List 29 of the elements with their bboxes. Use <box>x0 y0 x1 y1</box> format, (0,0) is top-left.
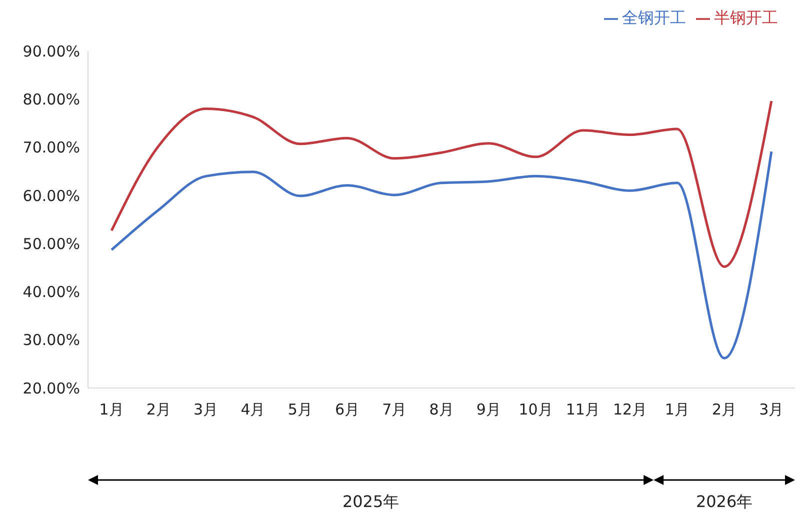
x-tick-label: 10月 <box>518 400 553 419</box>
x-tick-label: 11月 <box>566 400 600 419</box>
y-tick-label: 50.00% <box>22 234 80 253</box>
text: 2026年 <box>696 492 753 511</box>
x-tick-label: 12月 <box>612 400 648 419</box>
y-tick-label: 70.00% <box>22 138 80 157</box>
x-tick-label: 3月 <box>194 400 218 419</box>
x-tick-label: 2月 <box>712 400 737 419</box>
x-tick-label: 5月 <box>288 400 312 419</box>
legend-label: 半钢开工 <box>714 8 778 27</box>
x-tick-label: 8月 <box>429 400 454 419</box>
y-tick-label: 40.00% <box>22 283 80 302</box>
line-series <box>110 150 773 360</box>
y-tick-label: 80.00% <box>22 90 80 108</box>
x-tick-label: 4月 <box>240 400 266 419</box>
legend-label: 全钢开工 <box>622 8 686 27</box>
y-tick-label: 90.00% <box>22 42 80 60</box>
y-tick-label: 60.00% <box>22 186 80 205</box>
x-tick-label: 1月 <box>664 400 690 419</box>
x-tick-label: 3月 <box>759 400 784 419</box>
x-tick-label: 1月 <box>99 400 124 419</box>
x-tick-label: 9月 <box>476 400 501 419</box>
line-series <box>110 100 773 268</box>
x-tick-label: 6月 <box>334 400 360 419</box>
x-tick-label: 7月 <box>382 400 407 419</box>
x-tick-label: 2月 <box>146 400 171 419</box>
y-tick-label: 20.00% <box>22 379 80 398</box>
y-tick-label: 30.00% <box>22 331 80 350</box>
text: 2025年 <box>342 492 400 511</box>
